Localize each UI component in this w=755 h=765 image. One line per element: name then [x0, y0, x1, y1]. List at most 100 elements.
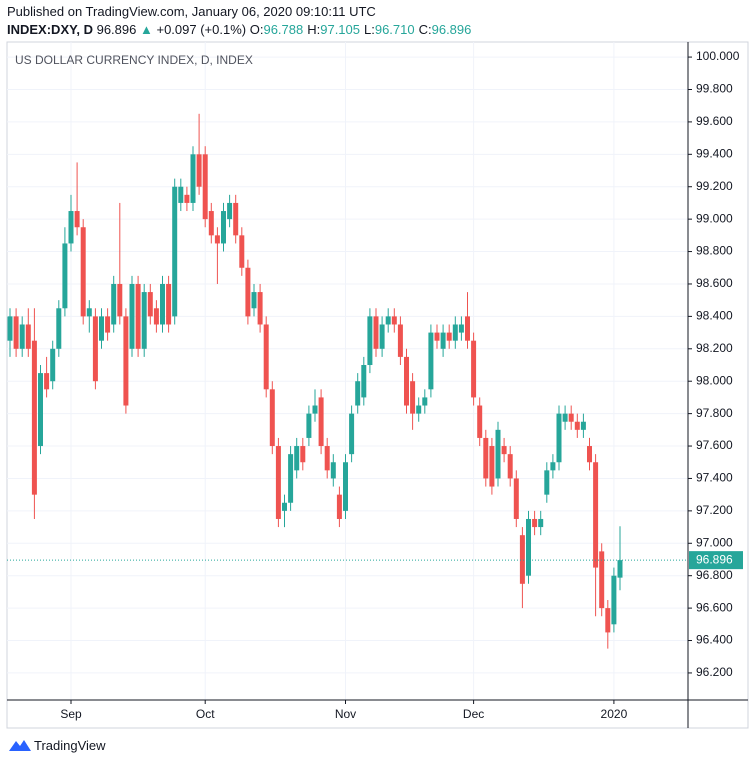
- candle-body: [410, 381, 416, 414]
- candle-body: [129, 283, 135, 349]
- y-tick-label: 97.400: [696, 471, 733, 485]
- y-tick-label: 99.400: [696, 146, 733, 160]
- candle-body: [556, 413, 562, 463]
- y-tick-label: 98.400: [696, 309, 733, 323]
- y-tick-label: 98.200: [696, 341, 733, 355]
- candle-body: [489, 446, 495, 487]
- y-tick-label: 100.000: [696, 49, 740, 63]
- frame: [6, 41, 749, 729]
- candle-body: [349, 413, 355, 455]
- x-tick-label: Sep: [60, 707, 82, 721]
- candle-body: [92, 316, 98, 382]
- ohlc-value: 96.896: [431, 22, 472, 37]
- candle-body: [361, 365, 367, 398]
- candle-body: [239, 235, 245, 268]
- candle-body: [19, 324, 25, 349]
- candle-body: [312, 405, 318, 414]
- candle-body: [99, 316, 104, 341]
- candle-body: [519, 535, 525, 584]
- candle-body: [7, 316, 13, 341]
- candle-body: [605, 608, 611, 633]
- candle-body: [355, 381, 361, 406]
- change: +0.097 (+0.1%): [156, 22, 247, 37]
- candle-body: [184, 194, 190, 203]
- candle-body: [343, 462, 348, 511]
- candle-body: [324, 446, 330, 471]
- y-tick-label: 96.800: [696, 568, 733, 582]
- candle-body: [501, 446, 507, 455]
- candle-body: [397, 324, 403, 357]
- candle-body: [294, 446, 300, 471]
- y-tick-label: 99.600: [696, 114, 733, 128]
- candle-body: [483, 437, 489, 479]
- candle-body: [416, 405, 422, 414]
- candle-body: [257, 292, 263, 325]
- grid: [7, 42, 688, 700]
- candle-body: [147, 292, 153, 317]
- candle-body: [373, 316, 379, 349]
- candle-body: [477, 405, 483, 438]
- last: 96.896: [96, 22, 137, 37]
- candle-body: [330, 462, 336, 479]
- candle-body: [385, 316, 391, 325]
- candle-body: [495, 429, 501, 479]
- candle-body: [208, 211, 214, 236]
- chart-title: US DOLLAR CURRENCY INDEX, D, INDEX: [15, 53, 253, 67]
- footer: TradingView: [8, 737, 106, 753]
- y-tick-label: 96.600: [696, 600, 733, 614]
- y-tick-label: 97.200: [696, 503, 733, 517]
- arrow: ▲: [139, 22, 153, 37]
- candle-body: [111, 283, 117, 325]
- candle-body: [13, 316, 19, 349]
- x-tick-label: 2020: [601, 707, 628, 721]
- candle-body: [300, 446, 306, 463]
- candle-body: [550, 462, 556, 471]
- candle-body: [574, 421, 580, 430]
- candle-body: [275, 446, 281, 519]
- candle-body: [74, 211, 80, 228]
- candle-body: [80, 227, 86, 317]
- candle-body: [513, 478, 519, 519]
- candle-body: [446, 332, 452, 341]
- candle-body: [367, 316, 373, 366]
- candle-body: [214, 235, 220, 244]
- y-tick-label: 96.200: [696, 665, 733, 679]
- ohlc-label: O:: [249, 22, 264, 37]
- logo: [9, 740, 31, 751]
- y-tick-label: 99.200: [696, 179, 733, 193]
- candle-body: [105, 316, 111, 333]
- chart: US DOLLAR CURRENCY INDEX, D, INDEX 96.20…: [6, 41, 749, 729]
- candle-body: [172, 186, 178, 317]
- candle-body: [318, 397, 324, 447]
- candle-body: [532, 518, 538, 528]
- y-tick-label: 99.800: [696, 82, 733, 96]
- candle-body: [123, 316, 129, 406]
- candle-body: [562, 413, 568, 422]
- y-tick-label: 98.800: [696, 244, 733, 258]
- candle-body: [178, 186, 184, 203]
- candle-body: [617, 560, 623, 578]
- candle-body: [391, 316, 397, 325]
- candle-body: [422, 397, 428, 406]
- candle-body: [587, 446, 592, 463]
- candle-body: [62, 243, 68, 309]
- candle-body: [233, 202, 239, 236]
- last-price-box: [689, 551, 743, 570]
- candle-body: [568, 413, 574, 422]
- candle-body: [458, 324, 464, 333]
- candle-body: [117, 283, 123, 317]
- candle-body: [336, 494, 342, 519]
- brand: TradingView: [34, 737, 106, 753]
- y-tick-label: 96.400: [696, 633, 733, 647]
- candle-body: [227, 202, 233, 220]
- candle-body: [599, 551, 605, 609]
- candle-body: [50, 348, 56, 382]
- x-tick-label: Oct: [196, 707, 215, 721]
- ohlc-label: C:: [418, 22, 432, 37]
- symbol-line: INDEX:DXY, D 96.896 ▲ +0.097 (+0.1%) O:9…: [7, 22, 475, 37]
- y-tick-label: 99.000: [696, 211, 733, 225]
- candle-body: [160, 283, 165, 325]
- candle-body: [251, 292, 257, 309]
- candle-body: [166, 283, 172, 325]
- candle-body: [245, 267, 251, 317]
